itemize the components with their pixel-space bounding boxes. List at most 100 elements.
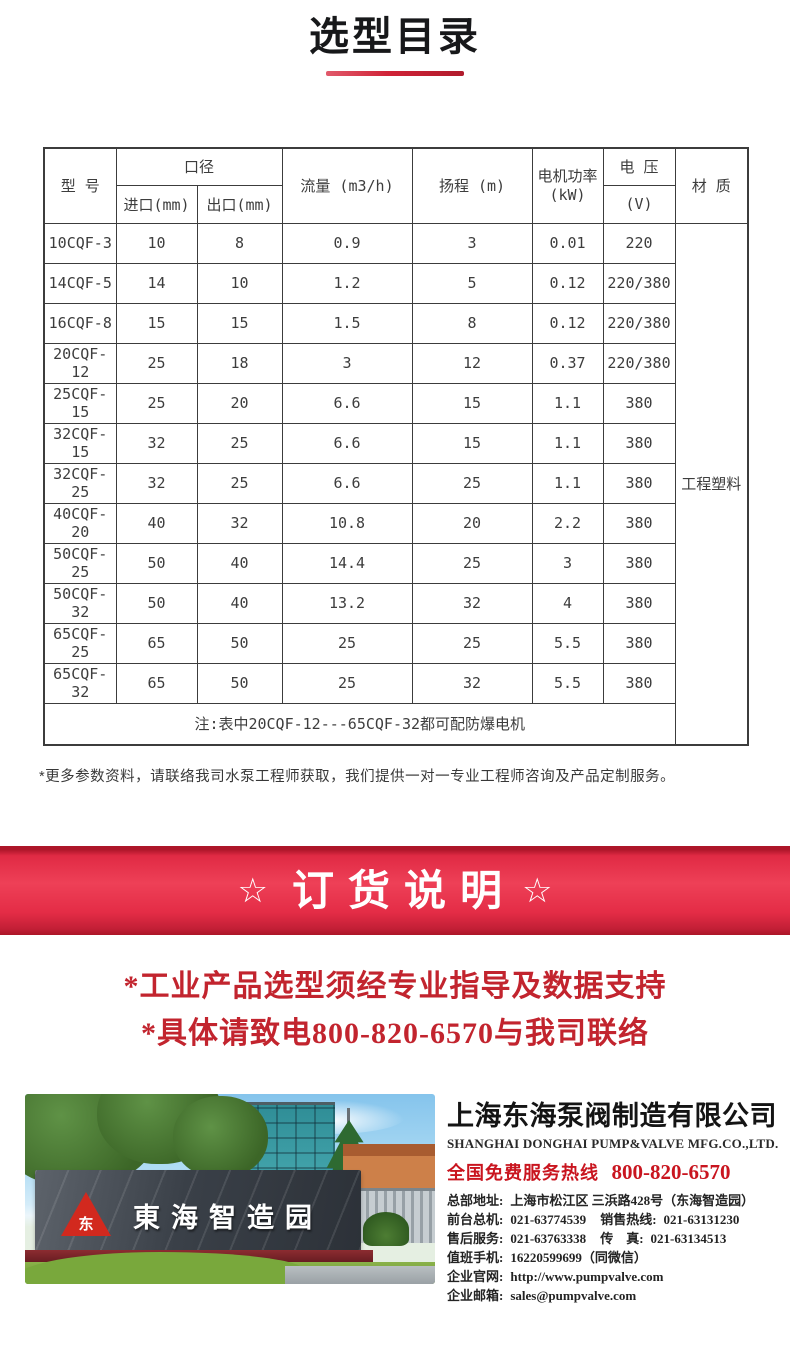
cell-inlet: 40	[115, 502, 198, 544]
path-shape	[285, 1266, 435, 1284]
company-info: 上海东海泵阀制造有限公司 SHANGHAI DONGHAI PUMP&VALVE…	[447, 1094, 778, 1305]
contact-value: 021-63134513	[650, 1231, 727, 1246]
cell-flow: 0.9	[281, 222, 413, 264]
table-header-row: 型 号 口径 流量 (m3/h) 扬程 (m) 电机功率 (kW) 电 压 材 …	[43, 147, 749, 224]
cell-head: 25	[411, 462, 533, 504]
contact-row-address: 总部地址: 上海市松江区 三浜路428号（东海智造园）	[447, 1191, 778, 1210]
table-row: 20CQF-12 25 18 3 12 0.37 220/380	[43, 342, 748, 384]
cell-outlet: 32	[196, 502, 283, 544]
cell-material: 工程塑料	[674, 222, 749, 746]
table-row: 14CQF-5 14 10 1.2 5 0.12 220/380	[43, 262, 748, 304]
cell-head: 32	[411, 662, 533, 704]
cell-inlet: 50	[115, 542, 198, 584]
table-row: 32CQF-25 32 25 6.6 25 1.1 380	[43, 462, 748, 504]
cell-model: 25CQF-15	[43, 382, 117, 424]
cell-inlet: 65	[115, 662, 198, 704]
contact-label: 销售热线:	[600, 1212, 657, 1227]
cell-model: 65CQF-25	[43, 622, 117, 664]
page-title: 选型目录	[309, 15, 481, 59]
header-power-line1: 电机功率	[537, 167, 598, 185]
cell-voltage: 220/380	[602, 262, 676, 304]
title-block: 选型目录	[0, 4, 790, 76]
cell-power: 0.01	[531, 222, 604, 264]
table-row: 65CQF-32 65 50 25 32 5.5 380	[43, 662, 748, 704]
hotline-label: 全国免费服务热线	[447, 1163, 599, 1183]
header-power-line2: (kW)	[549, 185, 586, 204]
cell-flow: 1.2	[281, 262, 413, 304]
header-material: 材 质	[674, 147, 749, 224]
cell-model: 10CQF-3	[43, 222, 117, 264]
company-name-cn: 上海东海泵阀制造有限公司	[447, 1101, 777, 1131]
contact-value: 021-63763338	[510, 1231, 587, 1246]
table-row: 25CQF-15 25 20 6.6 15 1.1 380	[43, 382, 748, 424]
cell-inlet: 10	[115, 222, 198, 264]
header-flow: 流量 (m3/h)	[281, 147, 413, 224]
table-note-row: 注:表中20CQF-12---65CQF-32都可配防爆电机	[43, 702, 748, 746]
contact-label: 传 真:	[600, 1231, 644, 1246]
banner-inner: ☆ 订货说明 ☆	[238, 869, 553, 912]
pump-selection-table: 型 号 口径 流量 (m3/h) 扬程 (m) 电机功率 (kW) 电 压 材 …	[43, 147, 750, 746]
cell-voltage: 220/380	[602, 302, 676, 344]
contact-value: 021-63774539	[510, 1212, 587, 1227]
contact-label: 值班手机:	[447, 1250, 504, 1265]
cell-flow: 6.6	[281, 462, 413, 504]
cell-voltage: 380	[602, 542, 676, 584]
tree-shape	[173, 1096, 268, 1178]
contact-value: 021-63131230	[663, 1212, 740, 1227]
cell-outlet: 20	[196, 382, 283, 424]
cell-voltage: 380	[602, 502, 676, 544]
notice-line-1: *工业产品选型须经专业指导及数据支持	[123, 970, 667, 1003]
cell-power: 5.5	[531, 622, 604, 664]
contact-row-website: 企业官网: http://www.pumpvalve.com	[447, 1267, 778, 1286]
header-outlet: 出口(mm)	[196, 184, 283, 224]
cell-inlet: 25	[115, 342, 198, 384]
cell-flow: 14.4	[281, 542, 413, 584]
header-inlet: 进口(mm)	[115, 184, 198, 224]
header-model: 型 号	[43, 147, 117, 224]
cell-voltage: 380	[602, 422, 676, 464]
cell-model: 32CQF-25	[43, 462, 117, 504]
cell-flow: 10.8	[281, 502, 413, 544]
cell-outlet: 18	[196, 342, 283, 384]
notice-block: *工业产品选型须经专业指导及数据支持 *具体请致电800-820-6570与我司…	[0, 964, 790, 1057]
cell-power: 0.12	[531, 302, 604, 344]
table-row: 40CQF-20 40 32 10.8 20 2.2 380	[43, 502, 748, 544]
table-subheader-row: 进口(mm) 出口(mm) (V)	[44, 184, 748, 224]
logo-character: 东	[78, 1215, 94, 1233]
cell-inlet: 14	[115, 262, 198, 304]
title-underline	[326, 71, 464, 76]
cell-outlet: 50	[196, 622, 283, 664]
contact-value: 上海市松江区 三浜路428号（东海智造园）	[510, 1193, 755, 1208]
cell-voltage: 380	[602, 462, 676, 504]
cell-flow: 13.2	[281, 582, 413, 624]
company-name-en: SHANGHAI DONGHAI PUMP&VALVE MFG.CO.,LTD.	[447, 1136, 779, 1151]
contact-row-email: 企业邮箱: sales@pumpvalve.com	[447, 1286, 778, 1305]
cell-voltage: 380	[602, 582, 676, 624]
header-power: 电机功率 (kW)	[531, 147, 604, 224]
cell-head: 12	[411, 342, 533, 384]
website-url: http://www.pumpvalve.com	[510, 1269, 664, 1284]
table-row: 50CQF-25 50 40 14.4 25 3 380	[43, 542, 748, 584]
notice-line-2: *具体请致电800-820-6570与我司联络	[141, 1016, 649, 1050]
cell-head: 8	[411, 302, 533, 344]
cell-power: 1.1	[531, 462, 604, 504]
cell-voltage: 220	[602, 222, 676, 264]
cell-power: 1.1	[531, 382, 604, 424]
contact-label: 总部地址:	[447, 1193, 504, 1208]
cell-voltage: 380	[602, 662, 676, 704]
cell-power: 1.1	[531, 422, 604, 464]
cell-head: 15	[411, 422, 533, 464]
cell-model: 20CQF-12	[43, 342, 117, 384]
cell-power: 0.12	[531, 262, 604, 304]
contact-list: 总部地址: 上海市松江区 三浜路428号（东海智造园） 前台总机: 021-6377…	[447, 1191, 778, 1305]
contact-label: 企业官网:	[447, 1269, 504, 1284]
cell-model: 32CQF-15	[43, 422, 117, 464]
cell-outlet: 25	[196, 462, 283, 504]
table-row: 50CQF-32 50 40 13.2 32 4 380	[43, 582, 748, 624]
cell-inlet: 32	[115, 462, 198, 504]
cell-power: 2.2	[531, 502, 604, 544]
service-hotline: 全国免费服务热线 800-820-6570	[447, 1159, 778, 1185]
contact-label: 售后服务:	[447, 1231, 504, 1246]
cell-power: 3	[531, 542, 604, 584]
table-note: 注:表中20CQF-12---65CQF-32都可配防爆电机	[43, 702, 676, 746]
